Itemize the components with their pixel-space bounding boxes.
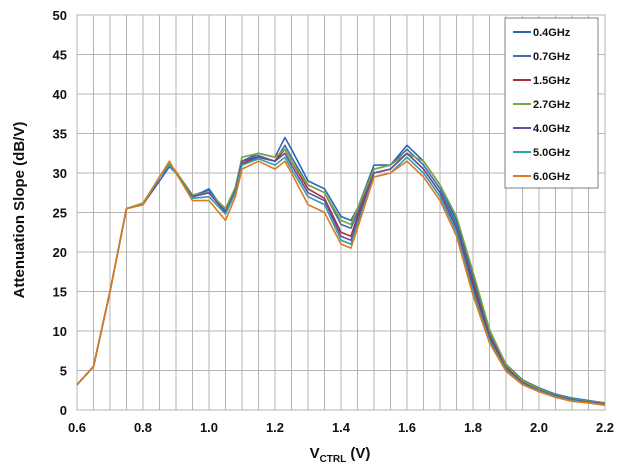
x-tick-label: 2.2 [596, 420, 614, 435]
series-line-6.0GHz [76, 160, 606, 407]
legend-label-1.5GHz: 1.5GHz [533, 75, 571, 87]
y-tick-label: 15 [53, 285, 67, 300]
x-tick-label: 1.8 [464, 420, 482, 435]
x-axis-ticks: 0.6 0.8 1.0 1.2 1.4 1.6 1.8 2.0 2.2 [68, 420, 614, 435]
y-tick-label: 40 [53, 87, 67, 102]
legend-label-0.4GHz: 0.4GHz [533, 27, 571, 39]
y-tick-label: 0 [60, 403, 67, 418]
x-tick-label: 1.2 [266, 420, 284, 435]
y-axis-ticks: 0 5 10 15 20 25 30 35 40 45 50 [53, 8, 67, 418]
x-axis-title-unit: (V) [346, 445, 370, 462]
x-tick-label: 2.0 [530, 420, 548, 435]
y-tick-label: 20 [53, 245, 67, 260]
legend-label-2.7GHz: 2.7GHz [533, 99, 571, 111]
legend-label-0.7GHz: 0.7GHz [533, 51, 571, 63]
x-axis-title-main: V [310, 445, 320, 462]
x-tick-label: 0.8 [134, 420, 152, 435]
x-tick-label: 0.6 [68, 420, 86, 435]
legend-label-4.0GHz: 4.0GHz [533, 123, 571, 135]
y-tick-label: 5 [60, 364, 67, 379]
legend-label-5.0GHz: 5.0GHz [533, 147, 571, 159]
x-axis-title: VCTRL (V) [310, 445, 371, 465]
legend-label-6.0GHz: 6.0GHz [533, 171, 571, 183]
series-line-2.7GHz [76, 148, 606, 404]
legend: 0.4GHz 0.7GHz 1.5GHz 2.7GHz 4.0GHz 5.0GHz 6.0G… [504, 17, 599, 189]
y-tick-label: 30 [53, 166, 67, 181]
x-tick-label: 1.4 [332, 420, 351, 435]
series-lines [76, 136, 606, 407]
y-tick-label: 50 [53, 8, 67, 23]
y-tick-label: 35 [53, 127, 67, 142]
y-tick-label: 10 [53, 324, 67, 339]
y-tick-label: 25 [53, 206, 67, 221]
y-tick-label: 45 [53, 48, 67, 63]
y-axis-title: Attenuation Slope (dB/V) [11, 122, 28, 299]
x-axis-title-subscript: CTRL [320, 454, 347, 465]
x-tick-label: 1.6 [398, 420, 416, 435]
series-line-5.0GHz [76, 156, 606, 406]
x-tick-label: 1.0 [200, 420, 218, 435]
